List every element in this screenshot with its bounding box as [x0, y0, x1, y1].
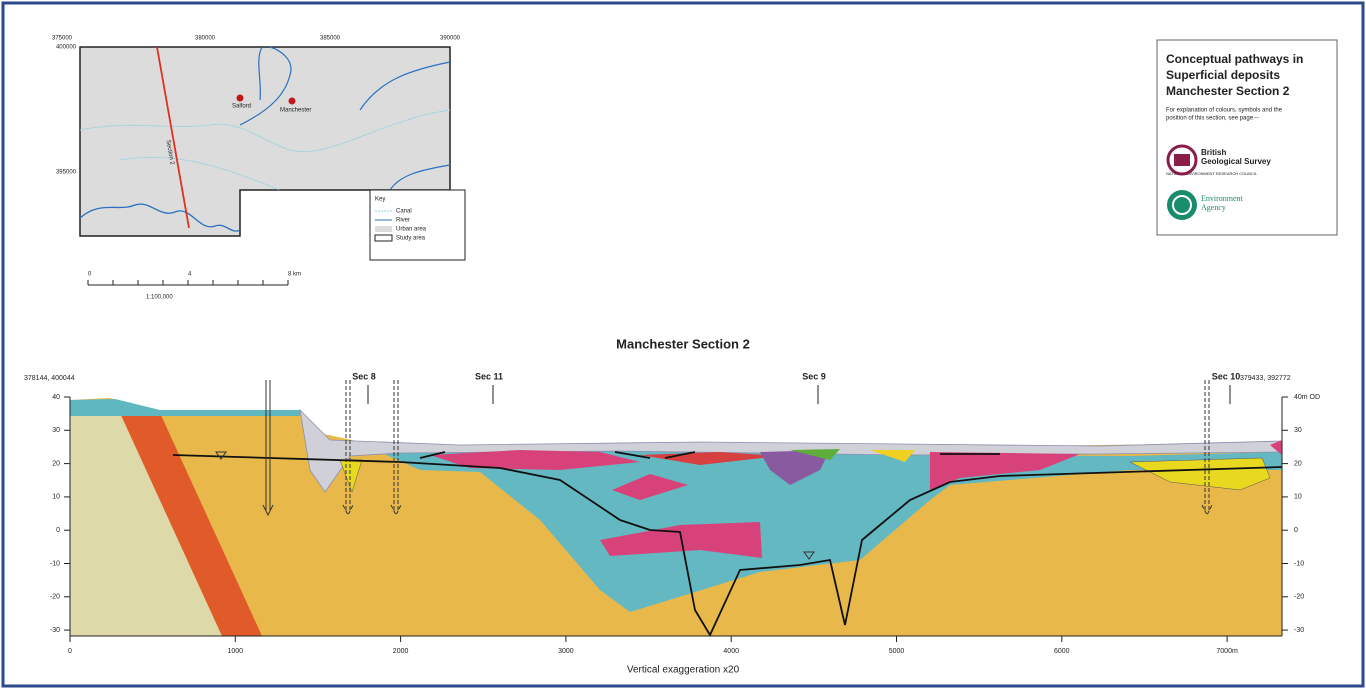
y-tick-label: 0	[1294, 527, 1298, 534]
y-tick-label: -30	[1294, 627, 1304, 634]
section-marker: Sec 10	[1212, 371, 1241, 381]
y-tick-label: 10	[52, 494, 60, 501]
key-item: River	[396, 218, 410, 224]
town-marker	[237, 95, 244, 102]
title-line: Conceptual pathways in	[1166, 52, 1303, 66]
y-tick-label: -10	[1294, 560, 1304, 567]
key-item: Urban area	[396, 227, 427, 233]
y-tick-label: -10	[50, 560, 60, 567]
map-coord: 395000	[56, 170, 77, 176]
ea-logo	[1167, 190, 1197, 220]
x-label: Vertical exaggeration x20	[627, 665, 740, 676]
y-tick-label: 40m OD	[1294, 394, 1320, 401]
x-tick-label: 5000	[889, 648, 905, 655]
bgs-logo	[1174, 154, 1190, 166]
place-label: Salford	[232, 104, 251, 110]
y-tick-label: -20	[50, 594, 60, 601]
scale-label: 8 km	[288, 272, 301, 278]
x-tick-label: 0	[68, 648, 72, 655]
map-coord: 385000	[320, 36, 341, 42]
ea-name: Agency	[1201, 203, 1226, 212]
key-item: Study area	[396, 236, 426, 242]
section-title: Manchester Section 2	[616, 336, 750, 351]
title-line: Manchester Section 2	[1166, 84, 1290, 98]
key-swatch	[375, 235, 392, 241]
y-tick-label: 20	[1294, 460, 1302, 467]
section-start: 378144, 400044	[24, 375, 75, 382]
map-coord: 380000	[195, 36, 216, 42]
x-tick-label: 2000	[393, 648, 409, 655]
section-end: 379433, 392772	[1240, 375, 1291, 382]
body: Salford Manchester Section 2 Key 1:100,0…	[0, 0, 1366, 689]
section-marker: Sec 9	[802, 371, 826, 381]
map-coord: 375000	[52, 36, 73, 42]
x-tick-label: 1000	[228, 648, 244, 655]
scale-ratio: 1:100,000	[146, 295, 173, 301]
page: Manchester Section 2 {"map": {"x_coords"…	[0, 0, 1366, 689]
note-line: For explanation of colours, symbols and …	[1166, 108, 1283, 114]
x-tick-label: 4000	[723, 648, 739, 655]
key-item: Canal	[396, 209, 412, 215]
town-marker	[289, 98, 296, 105]
section-marker: Sec 11	[475, 371, 503, 381]
x-tick-label: 7000m	[1216, 648, 1238, 655]
key-swatch	[375, 226, 392, 232]
map-coord: 400000	[56, 45, 77, 51]
note-line: position of this section, see page --	[1166, 116, 1259, 122]
bgs-name: British	[1201, 148, 1226, 157]
bgs-name: Geological Survey	[1201, 157, 1271, 166]
y-tick-label: 40	[52, 394, 60, 401]
x-tick-label: 6000	[1054, 648, 1070, 655]
canvas: Salford Manchester Section 2 Key 1:100,0…	[0, 0, 1366, 689]
y-tick-label: 20	[52, 460, 60, 467]
y-tick-label: -20	[1294, 594, 1304, 601]
y-tick-label: 10	[1294, 494, 1302, 501]
y-tick-label: 30	[52, 427, 60, 434]
ea-name: Environment	[1201, 194, 1244, 203]
title-line: Superficial deposits	[1166, 68, 1280, 82]
place-label: Manchester	[280, 108, 311, 114]
y-tick-label: -30	[50, 627, 60, 634]
y-tick-label: 0	[56, 527, 60, 534]
key-title: Key	[375, 197, 385, 203]
y-tick-label: 30	[1294, 427, 1302, 434]
map-coord: 390000	[440, 36, 461, 42]
section-marker: Sec 8	[352, 371, 376, 381]
x-tick-label: 3000	[558, 648, 574, 655]
